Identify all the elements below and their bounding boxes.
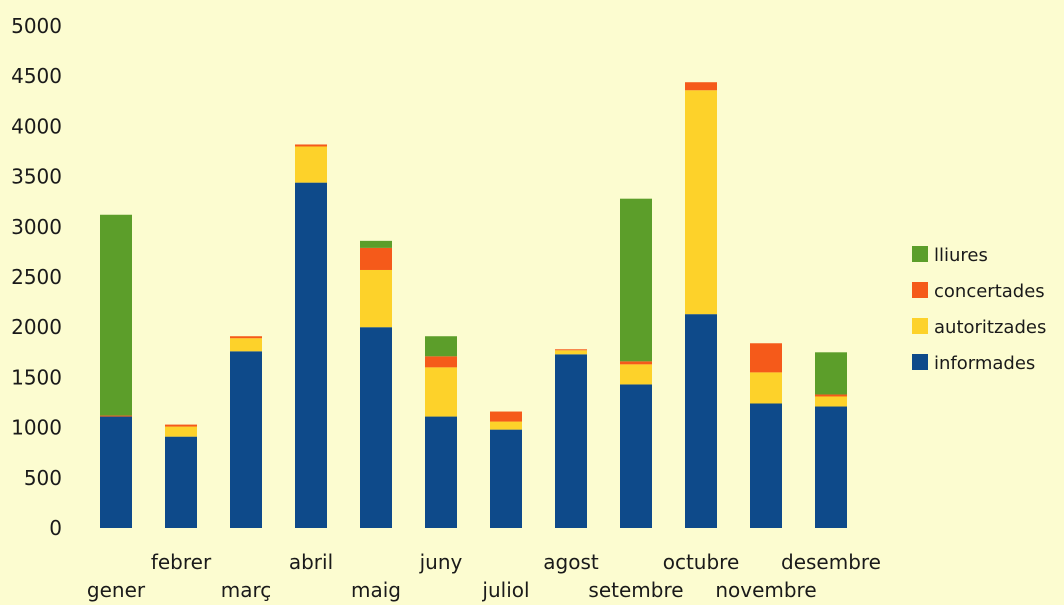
bar-segment-informades [165,436,197,528]
bar-segment-autoritzades [685,90,717,315]
bar-segment-autoritzades [490,421,522,430]
bar-stack-2 [230,336,262,528]
bar-segment-concertades [165,424,197,427]
bar-segment-autoritzades [555,350,587,355]
y-tick-label: 3500 [11,165,62,189]
legend-swatch [912,246,928,262]
legend-label: concertades [934,281,1045,302]
bar-segment-concertades [360,247,392,270]
x-tick-label: desembre [781,550,881,574]
x-tick-label: juny [419,550,463,574]
bar-stack-6 [490,411,522,528]
y-tick-label: 0 [49,516,62,540]
bar-stack-4 [360,240,392,528]
bar-segment-concertades [295,144,327,147]
y-tick-label: 3000 [11,215,62,239]
y-tick-label: 4000 [11,114,62,138]
bar-stack-1 [165,424,197,528]
bar-segment-informades [815,406,847,528]
bar-segment-autoritzades [750,372,782,404]
y-tick-label: 1000 [11,416,62,440]
bar-segment-lliures [360,240,392,248]
bar-segment-informades [490,429,522,528]
x-tick-label: març [221,578,272,602]
legend-item-concertades: concertades [912,281,1045,302]
bar-stack-11 [815,352,847,528]
bar-segment-concertades [230,336,262,339]
bar-segment-concertades [620,361,652,365]
x-tick-label: setembre [588,578,683,602]
legend-item-lliures: lliures [912,245,988,266]
bar-segment-concertades [555,349,587,351]
bar-segment-concertades [490,411,522,422]
legend: lliures concertades autoritzades informades [912,245,1046,374]
bar-segment-autoritzades [815,396,847,407]
y-axis: 0 500 1000 1500 2000 2500 3000 3500 4000 4500 5000 [11,14,62,540]
bar-segment-informades [425,416,457,528]
bar-stack-5 [425,336,457,528]
bar-segment-autoritzades [620,364,652,385]
y-tick-label: 5000 [11,14,62,38]
legend-label: lliures [934,245,988,266]
bar-segment-informades [555,354,587,528]
x-tick-label: gener [87,578,146,602]
bar-stack-8 [620,198,652,528]
bar-stack-7 [555,349,587,528]
legend-item-autoritzades: autoritzades [912,317,1046,338]
bar-stack-0 [100,214,132,528]
legend-swatch [912,282,928,298]
bar-segment-informades [750,403,782,528]
bar-segment-autoritzades [230,338,262,352]
bars [100,82,847,528]
bar-segment-informades [620,384,652,528]
x-tick-label: octubre [663,550,740,574]
bar-segment-autoritzades [295,146,327,183]
y-tick-label: 4500 [11,64,62,88]
bar-segment-lliures [425,336,457,357]
legend-label: informades [934,353,1035,374]
bar-segment-concertades [750,343,782,373]
bar-stack-3 [295,144,327,528]
bar-segment-informades [685,314,717,528]
bar-segment-informades [295,182,327,528]
legend-swatch [912,354,928,370]
x-tick-label: agost [543,550,599,574]
y-tick-label: 1500 [11,365,62,389]
bar-segment-informades [360,327,392,528]
y-tick-label: 2500 [11,265,62,289]
x-tick-label: abril [289,550,333,574]
bar-segment-informades [100,416,132,528]
legend-label: autoritzades [934,317,1046,338]
x-tick-label: juliol [481,578,529,602]
bar-segment-lliures [815,352,847,395]
bar-segment-concertades [100,415,132,417]
legend-item-informades: informades [912,353,1035,374]
bar-segment-autoritzades [165,426,197,437]
bar-segment-concertades [815,394,847,397]
legend-swatch [912,318,928,334]
bar-segment-concertades [425,356,457,368]
y-tick-label: 500 [24,466,62,490]
x-tick-label: maig [351,578,401,602]
bar-segment-concertades [685,82,717,91]
bar-segment-lliures [620,198,652,362]
bar-stack-9 [685,82,717,528]
x-tick-label: novembre [715,578,816,602]
x-tick-label: febrer [151,550,212,574]
bar-segment-autoritzades [360,269,392,328]
bar-segment-autoritzades [425,367,457,417]
bar-segment-informades [230,351,262,528]
bar-segment-lliures [100,214,132,416]
bar-stack-10 [750,343,782,528]
y-tick-label: 2000 [11,315,62,339]
